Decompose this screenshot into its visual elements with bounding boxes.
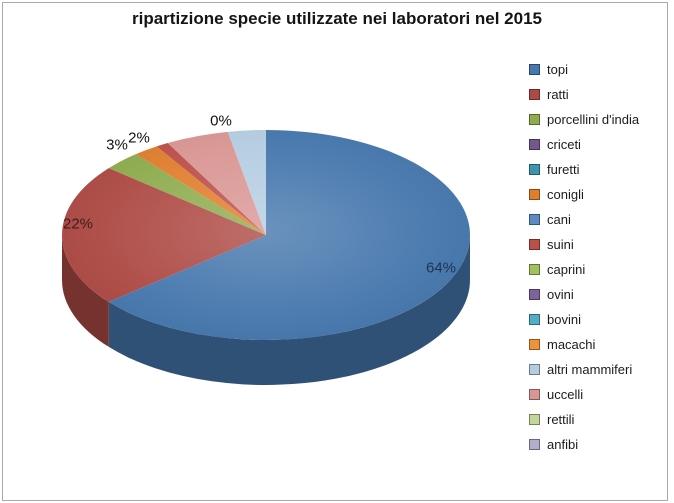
legend-item-suini: suini: [529, 232, 671, 257]
legend-swatch-icon: [529, 414, 540, 425]
legend-item-rettili: rettili: [529, 407, 671, 432]
pie-wall-topi: [108, 235, 470, 386]
legend-label: suini: [547, 237, 574, 252]
legend-item-bovini: bovini: [529, 307, 671, 332]
data-label: 2%: [128, 129, 150, 147]
legend-item-porcellini-d-india: porcellini d'india: [529, 107, 671, 132]
legend-label: ratti: [547, 87, 569, 102]
legend-item-ovini: ovini: [529, 282, 671, 307]
legend-label: criceti: [547, 137, 581, 152]
legend-label: uccelli: [547, 387, 584, 402]
legend: topi ratti porcellini d'india criceti furett…: [529, 57, 671, 457]
data-label: 22%: [62, 215, 94, 233]
legend-label: cani: [547, 212, 571, 227]
legend-item-anfibi: anfibi: [529, 432, 671, 457]
legend-swatch-icon: [529, 239, 540, 250]
legend-item-caprini: caprini: [529, 257, 671, 282]
data-label: 64%: [425, 259, 457, 277]
legend-swatch-icon: [529, 289, 540, 300]
chart-title: ripartizione specie utilizzate nei labor…: [131, 9, 543, 28]
legend-swatch-icon: [529, 89, 540, 100]
legend-label: porcellini d'india: [547, 112, 640, 127]
data-label: 3%: [106, 136, 128, 154]
legend-label: caprini: [547, 262, 586, 277]
legend-item-altri-mammiferi: altri mammiferi: [529, 357, 671, 382]
legend-swatch-icon: [529, 139, 540, 150]
legend-swatch-icon: [529, 64, 540, 75]
legend-item-furetti: furetti: [529, 157, 671, 182]
legend-swatch-icon: [529, 314, 540, 325]
legend-item-uccelli: uccelli: [529, 382, 671, 407]
legend-swatch-icon: [529, 364, 540, 375]
legend-swatch-icon: [529, 339, 540, 350]
legend-swatch-icon: [529, 264, 540, 275]
legend-swatch-icon: [529, 114, 540, 125]
legend-item-ratti: ratti: [529, 82, 671, 107]
legend-swatch-icon: [529, 189, 540, 200]
legend-item-criceti: criceti: [529, 132, 671, 157]
legend-label: rettili: [547, 412, 575, 427]
legend-swatch-icon: [529, 439, 540, 450]
legend-label: furetti: [547, 162, 580, 177]
legend-swatch-icon: [529, 164, 540, 175]
legend-label: conigli: [547, 187, 584, 202]
legend-label: macachi: [547, 337, 596, 352]
legend-swatch-icon: [529, 214, 540, 225]
pie-top-faces: [61, 130, 470, 341]
legend-item-topi: topi: [529, 57, 671, 82]
legend-label: anfibi: [547, 437, 579, 452]
legend-swatch-icon: [529, 389, 540, 400]
legend-item-conigli: conigli: [529, 182, 671, 207]
legend-item-macachi: macachi: [529, 332, 671, 357]
legend-label: topi: [547, 62, 568, 77]
legend-label: bovini: [547, 312, 581, 327]
data-label: 0%: [210, 112, 232, 130]
legend-label: altri mammiferi: [547, 362, 633, 377]
legend-label: ovini: [547, 287, 574, 302]
legend-item-cani: cani: [529, 207, 671, 232]
